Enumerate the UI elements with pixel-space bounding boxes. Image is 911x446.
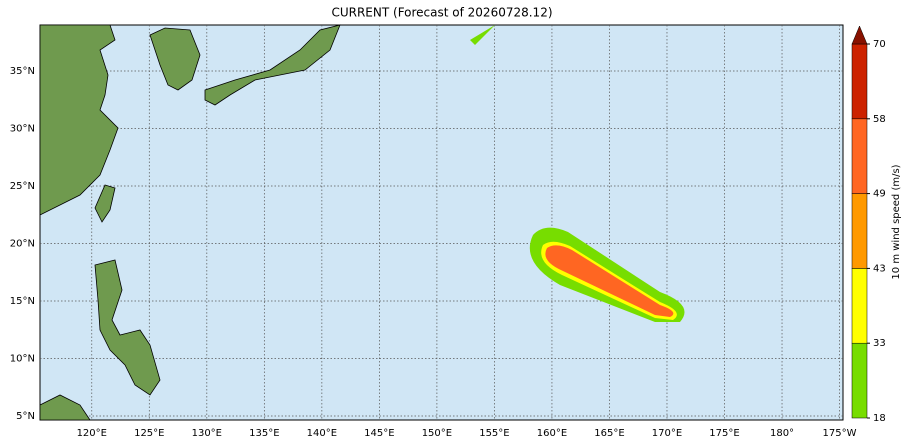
philippines: [94, 259, 161, 396]
japan: [204, 24, 341, 106]
colorbar-segment: [851, 193, 868, 269]
colorbar-segment: [851, 118, 868, 194]
lat-label: 30°N: [10, 123, 35, 134]
lat-label: 15°N: [10, 296, 35, 307]
lon-label: 175°W: [823, 428, 857, 439]
colorbar-tick-label: 58: [873, 114, 886, 125]
colorbar-tick-label: 33: [873, 338, 886, 349]
lat-label: 20°N: [10, 238, 35, 249]
lon-label: 145°E: [364, 428, 394, 439]
china-coast: [39, 24, 119, 216]
lon-label: 165°E: [594, 428, 624, 439]
lat-label: 10°N: [10, 353, 35, 364]
colorbar-segment: [851, 43, 868, 120]
swath-north: [470, 25, 495, 45]
lon-label: 120°E: [77, 428, 107, 439]
colorbar-extend: [851, 25, 868, 45]
colorbar-label: 10 m wind speed (m/s): [891, 164, 902, 279]
lat-label: 35°N: [10, 66, 35, 77]
lon-label: 170°E: [652, 428, 682, 439]
borneo: [39, 394, 91, 421]
lon-label: 125°E: [134, 428, 164, 439]
ocean: [39, 24, 844, 421]
colorbar-tick-label: 43: [873, 263, 886, 274]
map-title: CURRENT (Forecast of 20260728.12): [331, 6, 552, 20]
lat-label: 25°N: [10, 181, 35, 192]
wind-swath: [470, 25, 685, 322]
korea: [149, 27, 201, 91]
colorbar-segment: [851, 268, 868, 344]
lat-label: 5°N: [16, 411, 35, 422]
lon-label: 155°E: [479, 428, 509, 439]
lon-label: 180°: [770, 428, 794, 439]
taiwan: [94, 184, 116, 223]
lon-label: 175°E: [709, 428, 739, 439]
lon-label: 150°E: [422, 428, 452, 439]
swath-core: [545, 245, 674, 317]
land: [39, 24, 341, 421]
lon-label: 135°E: [249, 428, 279, 439]
colorbar-tick-label: 49: [873, 189, 886, 200]
lon-label: 160°E: [537, 428, 567, 439]
colorbar: 18 33 43 49 58 70: [851, 25, 886, 424]
lon-label: 140°E: [307, 428, 337, 439]
colorbar-tick-label: 70: [873, 39, 886, 50]
colorbar-tick-label: 18: [873, 413, 886, 424]
lon-label: 130°E: [192, 428, 222, 439]
colorbar-segment: [851, 342, 868, 419]
